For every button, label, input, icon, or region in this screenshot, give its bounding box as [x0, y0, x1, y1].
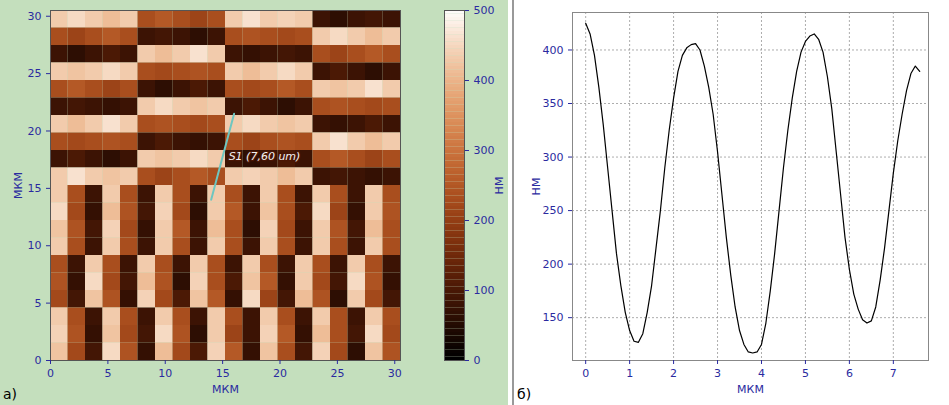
svg-text:0: 0 [47, 367, 54, 380]
html-text:б): б) [517, 386, 532, 402]
svg-text:МКМ: МКМ [737, 383, 764, 396]
svg-text:0: 0 [582, 367, 589, 380]
svg-text:300: 300 [543, 151, 564, 164]
svg-text:400: 400 [474, 74, 495, 87]
html-text:а): а) [3, 386, 17, 402]
svg-text:НМ: НМ [493, 177, 506, 195]
svg-text:5: 5 [104, 367, 111, 380]
svg-text:250: 250 [543, 204, 564, 217]
svg-text:15: 15 [28, 182, 42, 195]
svg-text:4: 4 [758, 367, 765, 380]
svg-text:5: 5 [802, 367, 809, 380]
svg-text:10: 10 [158, 367, 172, 380]
svg-text:6: 6 [846, 367, 853, 380]
svg-text:350: 350 [543, 97, 564, 110]
svg-text:1: 1 [626, 367, 633, 380]
svg-text:400: 400 [543, 43, 564, 56]
svg-text:0: 0 [35, 354, 42, 367]
svg-text:150: 150 [543, 311, 564, 324]
svg-text:30: 30 [28, 10, 42, 23]
svg-text:300: 300 [474, 144, 495, 157]
svg-text:НМ: НМ [530, 178, 543, 196]
svg-text:100: 100 [474, 284, 495, 297]
svg-text:25: 25 [330, 367, 344, 380]
svg-text:25: 25 [28, 67, 42, 80]
svg-text:3: 3 [714, 367, 721, 380]
svg-text:15: 15 [216, 367, 230, 380]
svg-text:200: 200 [474, 214, 495, 227]
svg-text:30: 30 [388, 367, 402, 380]
svg-text:20: 20 [273, 367, 287, 380]
svg-text:20: 20 [28, 125, 42, 138]
svg-text:МКМ: МКМ [212, 383, 239, 396]
svg-text:500: 500 [474, 4, 495, 17]
svg-text:10: 10 [28, 239, 42, 252]
svg-text:200: 200 [543, 258, 564, 271]
svg-text:МКМ: МКМ [12, 172, 25, 199]
svg-text:S1 (7,60 um): S1 (7,60 um) [229, 150, 301, 163]
svg-text:2: 2 [670, 367, 677, 380]
svg-text:0: 0 [474, 354, 481, 367]
svg-text:7: 7 [890, 367, 897, 380]
svg-text:5: 5 [35, 297, 42, 310]
